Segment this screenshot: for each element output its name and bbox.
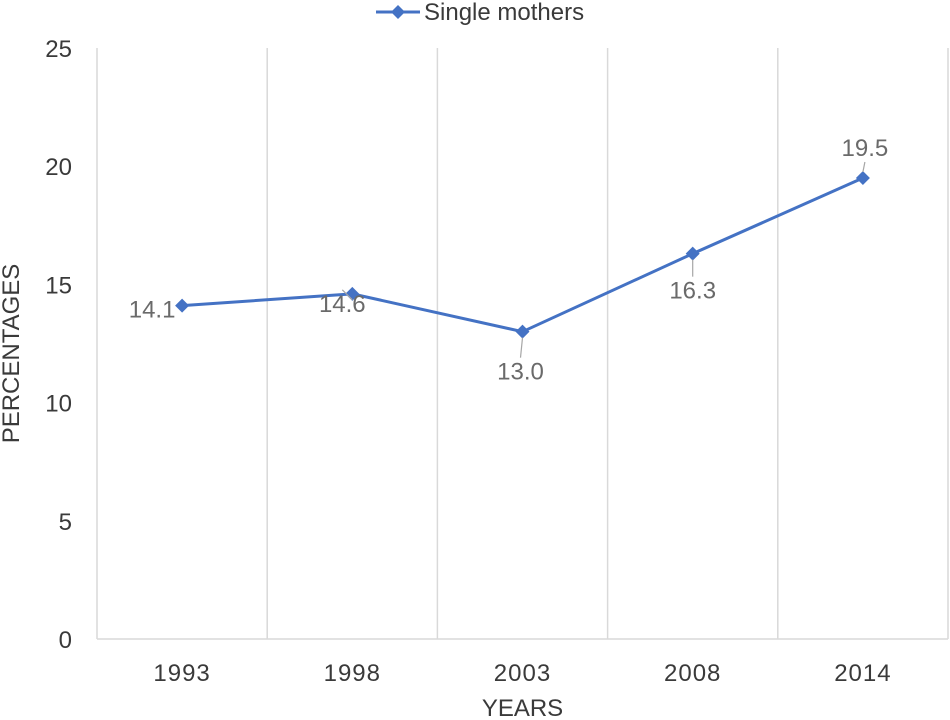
y-axis-title: PERCENTAGES bbox=[0, 264, 25, 444]
x-tick-label: 2008 bbox=[664, 660, 721, 687]
x-tick-label: 1998 bbox=[324, 660, 381, 687]
y-tick-label: 15 bbox=[45, 272, 72, 299]
y-tick-label: 20 bbox=[45, 154, 72, 181]
legend-entry: Single mothers bbox=[424, 0, 584, 26]
data-point bbox=[855, 171, 870, 186]
x-tick-labels: 1993 1998 2003 2008 2014 bbox=[153, 660, 891, 687]
y-tick-label: 5 bbox=[59, 509, 72, 536]
data-label: 13.0 bbox=[497, 359, 544, 386]
data-point bbox=[345, 286, 360, 301]
y-tick-label: 25 bbox=[45, 36, 72, 63]
x-axis-title: YEARS bbox=[482, 695, 563, 720]
x-tick-label: 2014 bbox=[834, 660, 891, 687]
legend: Single mothers bbox=[376, 0, 584, 26]
data-point bbox=[685, 246, 700, 261]
y-tick-labels: 0 5 10 15 20 25 bbox=[45, 36, 72, 654]
data-labels: 14.1 14.6 13.0 16.3 19.5 bbox=[129, 135, 889, 386]
data-point bbox=[515, 324, 530, 339]
data-label-leader bbox=[862, 161, 866, 173]
data-label: 19.5 bbox=[842, 135, 889, 162]
y-tick-label: 10 bbox=[45, 391, 72, 418]
x-tick-label: 1993 bbox=[153, 660, 210, 687]
data-label: 16.3 bbox=[669, 278, 716, 305]
data-label-leader bbox=[519, 337, 524, 358]
data-label-leader bbox=[341, 289, 353, 301]
y-tick-label: 0 bbox=[59, 627, 72, 654]
series-line bbox=[181, 176, 864, 334]
data-point bbox=[175, 298, 190, 313]
series-layer bbox=[175, 171, 870, 339]
grid bbox=[96, 48, 949, 639]
legend-marker-swatch bbox=[391, 5, 405, 19]
data-label: 14.6 bbox=[319, 291, 366, 318]
x-tick-label: 2003 bbox=[494, 660, 551, 687]
data-label: 14.1 bbox=[129, 297, 176, 324]
